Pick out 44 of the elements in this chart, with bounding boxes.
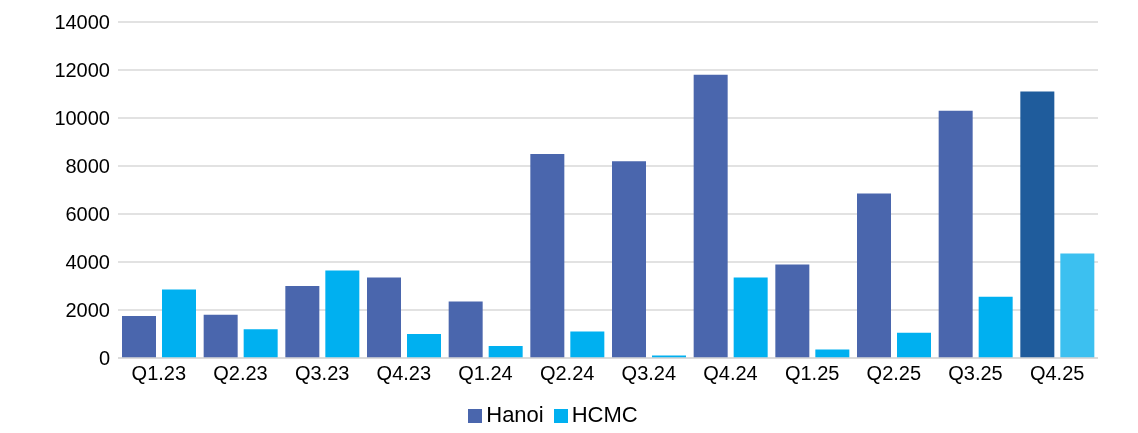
x-tick-label: Q3.24 [621,362,677,385]
y-tick-label: 4000 [65,251,110,274]
x-tick-label: Q4.23 [376,362,432,385]
bar [243,329,278,358]
x-tick-label: Q1.25 [784,362,840,385]
x-tick-label: Q3.23 [294,362,350,385]
bar [367,277,401,358]
legend-label: Hanoi [486,402,544,427]
bar [530,154,565,358]
y-tick-label: 2000 [65,299,110,322]
y-tick-label: 8000 [65,155,110,178]
x-tick-label: Q4.25 [1029,362,1085,385]
bar [162,289,196,358]
bar [1020,91,1055,358]
x-tick-label: Q1.23 [131,362,187,385]
x-tick-label: Q1.24 [458,362,513,385]
x-tick-label: Q2.23 [213,362,268,385]
bar [857,193,891,358]
bar [938,110,973,358]
bar [612,161,646,358]
x-tick-label: Q2.24 [539,362,595,385]
bar [488,346,523,358]
bar [285,286,320,358]
bar [775,264,810,358]
x-tick-label: Q3.25 [948,362,1003,385]
y-tick-label: 0 [98,347,110,370]
bar [570,331,605,358]
bar [693,74,728,358]
legend-label: HCMC [571,402,638,427]
y-tick-label: 14000 [54,11,110,34]
x-tick-label: Q2.25 [866,362,922,385]
bar [407,334,441,358]
y-tick-label: 12000 [54,59,110,82]
y-tick-label: 10000 [54,107,110,130]
x-tick-label: Q4.24 [703,362,758,385]
bar [1060,253,1095,358]
y-tick-label: 6000 [65,203,110,226]
bar [122,316,156,358]
bar [448,301,483,358]
bar [978,296,1013,358]
bar [325,270,360,358]
bar [733,277,768,358]
bar [897,332,931,358]
bar [203,314,238,358]
